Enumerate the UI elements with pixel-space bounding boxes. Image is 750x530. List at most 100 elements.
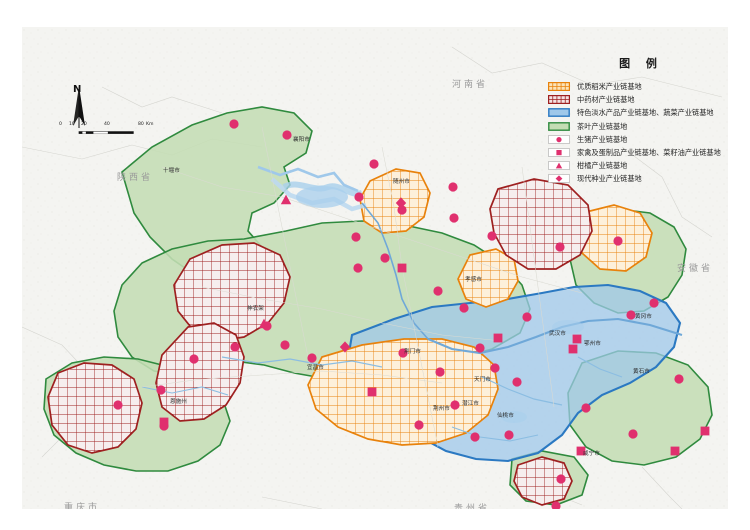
map-marker-circle[interactable] — [433, 286, 443, 296]
city-label: 宜昌市 — [307, 365, 324, 371]
map-marker-diamond[interactable] — [339, 341, 351, 353]
legend-item-citrus[interactable]: 柑橘产业链基地 — [536, 159, 732, 172]
map-marker-circle[interactable] — [674, 374, 684, 384]
map-marker-circle[interactable] — [581, 403, 591, 413]
legend-swatch-herb — [548, 95, 570, 105]
map-marker-circle[interactable] — [354, 192, 364, 202]
herb-zone-enshi[interactable] — [47, 362, 143, 454]
map-marker-diamond[interactable] — [395, 197, 407, 209]
map-marker-circle[interactable] — [628, 429, 638, 439]
city-label: 荆州市 — [433, 406, 450, 412]
map-marker-circle[interactable] — [490, 363, 500, 373]
map-marker-circle[interactable] — [230, 342, 240, 352]
map-marker-circle[interactable] — [189, 354, 199, 364]
north-arrow-letter: N — [73, 84, 82, 95]
map-marker-square[interactable] — [572, 334, 582, 344]
north-arrow-icon — [73, 86, 85, 128]
map-marker-circle[interactable] — [626, 310, 636, 320]
scale-unit: Km — [146, 122, 154, 127]
map-marker-circle[interactable] — [448, 182, 458, 192]
legend-label-citrus: 柑橘产业链基地 — [577, 161, 628, 171]
zone-rice[interactable] — [307, 168, 653, 446]
map-marker-circle[interactable] — [487, 231, 497, 241]
legend-title: 图 例 — [619, 57, 663, 70]
map-marker-circle[interactable] — [551, 501, 561, 509]
map-marker-circle[interactable] — [450, 400, 460, 410]
map-marker-circle[interactable] — [504, 430, 514, 440]
map-marker-square[interactable] — [576, 446, 586, 456]
map-marker-circle[interactable] — [459, 303, 469, 313]
map-marker-circle[interactable] — [229, 119, 239, 129]
map-marker-circle[interactable] — [398, 348, 408, 358]
legend-label-modern: 现代种业产业链基地 — [577, 174, 642, 184]
map-marker-square[interactable] — [493, 333, 503, 343]
city-label: 恩施州 — [170, 399, 187, 405]
zone-herb[interactable] — [47, 178, 593, 506]
map-marker-circle[interactable] — [280, 340, 290, 350]
herb-zone-yichang[interactable] — [155, 322, 245, 422]
city-label: 荆门市 — [404, 349, 421, 355]
map-marker-circle[interactable] — [613, 236, 623, 246]
map-marker-circle[interactable] — [156, 385, 166, 395]
map-marker-circle[interactable] — [475, 343, 485, 353]
map-marker-triangle[interactable] — [258, 318, 270, 329]
map-marker-square[interactable] — [700, 426, 710, 436]
map-marker-circle[interactable] — [522, 312, 532, 322]
map-marker-circle[interactable] — [414, 420, 424, 430]
map-marker-circle[interactable] — [369, 159, 379, 169]
map-marker-circle[interactable] — [649, 298, 659, 308]
map-marker-square[interactable] — [670, 446, 680, 456]
marker-layer[interactable] — [22, 27, 728, 509]
legend-item-aquatic[interactable]: 特色淡水产品产业链基地、蔬菜产业链基地 — [536, 106, 732, 119]
map-marker-circle[interactable] — [353, 263, 363, 273]
scale-tick-80: 80 — [138, 122, 144, 127]
map-marker-square[interactable] — [367, 387, 377, 397]
legend-label-livestock: 生猪产业链基地 — [577, 134, 628, 144]
map-marker-circle[interactable] — [470, 432, 480, 442]
rice-zone-tianmen[interactable] — [457, 248, 519, 308]
tea-swatch-icon — [548, 121, 570, 131]
rice-zone-jianghan[interactable] — [307, 338, 499, 446]
map-marker-circle[interactable] — [435, 367, 445, 377]
legend-label-herb: 中药材产业链基地 — [577, 95, 635, 105]
map-marker-square[interactable] — [568, 344, 578, 354]
scale-tick-20: 20 — [81, 122, 87, 127]
city-label: 黄石市 — [633, 369, 650, 375]
map-marker-circle[interactable] — [282, 130, 292, 140]
map-marker-square[interactable] — [397, 263, 407, 273]
map-marker-circle[interactable] — [449, 213, 459, 223]
legend-item-rice[interactable]: 优质稻米产业链基地 — [536, 80, 732, 93]
map-marker-circle[interactable] — [307, 353, 317, 363]
rice-zone-xiangyang[interactable] — [359, 168, 431, 234]
city-label: 武汉市 — [549, 331, 566, 337]
aquatic-swatch-icon — [548, 108, 570, 118]
map-canvas[interactable]: 陕西省安徽省河南省重庆市江西省湖南省贵州省十堰市襄阳市随州市孝感市武汉市黄冈市鄂… — [22, 27, 728, 509]
legend-item-herb[interactable]: 中药材产业链基地 — [536, 93, 732, 106]
map-marker-circle[interactable] — [380, 253, 390, 263]
herb-zone-dabie[interactable] — [489, 178, 593, 270]
legend-item-livestock[interactable]: 生猪产业链基地 — [536, 133, 732, 146]
map-marker-circle[interactable] — [397, 205, 407, 215]
legend-swatch-rice — [548, 82, 570, 92]
legend-swatch-citrus — [548, 161, 570, 171]
modern-swatch-icon — [548, 174, 570, 184]
map-marker-circle[interactable] — [512, 377, 522, 387]
legend-panel: 图 例 优质稻米产业链基地中药材产业链基地 特色淡水产品产业链基地、蔬菜产业链基地… — [536, 55, 732, 195]
map-marker-square[interactable] — [159, 417, 169, 427]
city-label: 黄冈市 — [635, 314, 652, 320]
map-marker-circle[interactable] — [113, 400, 123, 410]
livestock-swatch-icon — [548, 134, 570, 144]
city-label: 十堰市 — [163, 168, 180, 174]
province-label: 贵州省 — [454, 504, 491, 509]
city-label: 咸宁市 — [583, 451, 600, 457]
map-marker-circle[interactable] — [556, 474, 566, 484]
legend-item-poultry[interactable]: 家禽及蛋制品产业链基地、菜籽油产业链基地 — [536, 146, 732, 159]
legend-swatch-modern — [548, 174, 570, 184]
map-marker-circle[interactable] — [555, 242, 565, 252]
legend-item-tea[interactable]: 茶叶产业链基地 — [536, 120, 732, 133]
map-marker-circle[interactable] — [351, 232, 361, 242]
herb-zone-south[interactable] — [513, 456, 573, 506]
map-marker-triangle[interactable] — [280, 194, 292, 205]
legend-item-modern[interactable]: 现代种业产业链基地 — [536, 172, 732, 185]
